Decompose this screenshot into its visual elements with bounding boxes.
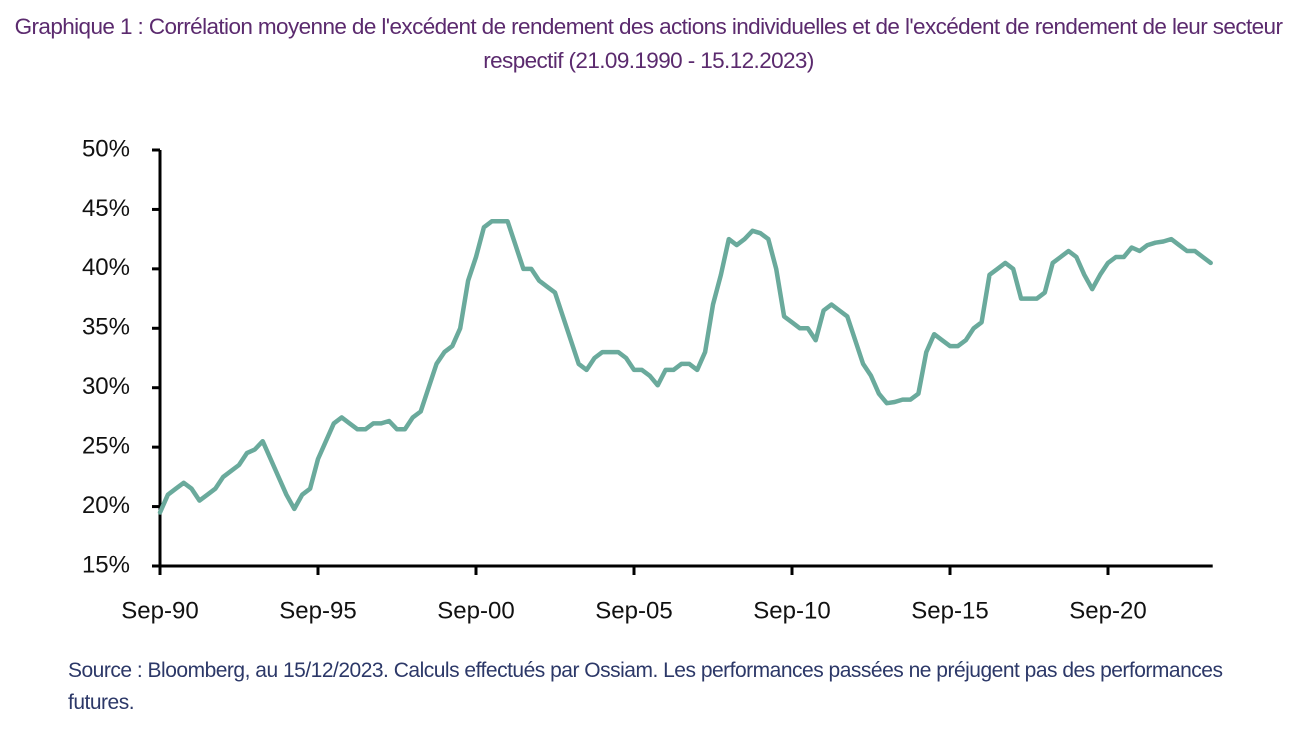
- chart: 15% 20% 25% 30% 35% 40% 45% 50% Sep-90 Sep-95 Sep-…: [82, 135, 1213, 624]
- chart-title: Graphique 1 : Corrélation moyenne de l'e…: [14, 14, 1283, 73]
- x-tick-label: Sep-20: [1069, 597, 1146, 624]
- x-tick-label: Sep-15: [911, 597, 988, 624]
- data-line: [157, 219, 1213, 515]
- y-tick-label: 45%: [82, 195, 130, 222]
- x-tick-label: Sep-95: [279, 597, 356, 624]
- y-tick-label: 50%: [82, 135, 130, 162]
- x-tick-label: Sep-90: [121, 597, 198, 624]
- y-tick-label: 30%: [82, 373, 130, 400]
- source-note: Source : Bloomberg, au 15/12/2023. Calcu…: [68, 659, 1223, 714]
- y-tick-label: 40%: [82, 254, 130, 281]
- x-tick-label: Sep-00: [437, 597, 514, 624]
- x-tick-label: Sep-05: [595, 597, 672, 624]
- y-tick-label: 35%: [82, 314, 130, 341]
- y-tick-label: 25%: [82, 432, 130, 459]
- x-tick-label: Sep-10: [753, 597, 830, 624]
- y-tick-label: 20%: [82, 492, 130, 519]
- y-tick-label: 15%: [82, 551, 130, 578]
